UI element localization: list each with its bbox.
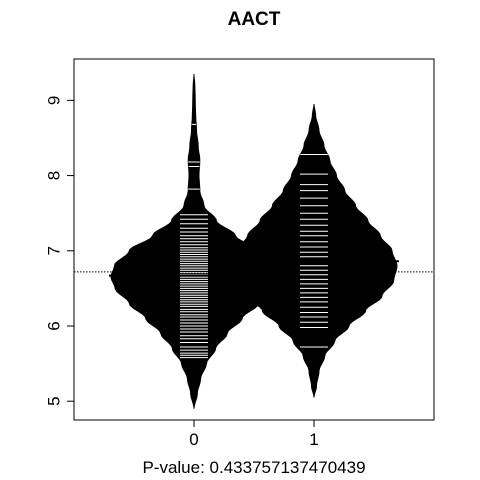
y-tick-label-6: 6 bbox=[45, 321, 64, 330]
group-means-layer bbox=[109, 260, 399, 277]
x-tick-label-1: 1 bbox=[309, 430, 318, 449]
x-axis-label: P-value: 0.433757137470439 bbox=[142, 458, 365, 477]
y-tick-label-8: 8 bbox=[45, 171, 64, 180]
beans-layer bbox=[110, 73, 398, 409]
bean-shape-1 bbox=[230, 104, 398, 398]
plot-frame bbox=[73, 58, 435, 421]
y-tick-label-5: 5 bbox=[45, 396, 64, 405]
y-tick-label-9: 9 bbox=[45, 96, 64, 105]
chart-title: AACT bbox=[228, 9, 281, 30]
y-axis: 5 6 7 8 9 bbox=[45, 96, 74, 406]
y-tick-label-7: 7 bbox=[45, 246, 64, 255]
x-tick-label-0: 0 bbox=[189, 430, 198, 449]
